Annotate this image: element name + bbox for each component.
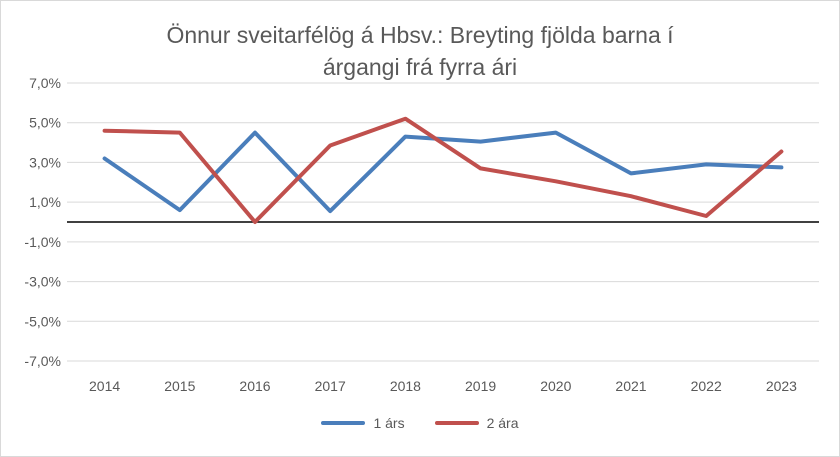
x-tick-label: 2019	[465, 378, 496, 394]
legend-label: 2 ára	[486, 415, 519, 431]
chart-title-line-1: Önnur sveitarfélög á Hbsv.: Breyting fjö…	[166, 22, 674, 48]
series-lines	[102, 116, 784, 224]
x-tick-label: 2015	[164, 378, 195, 394]
x-tick-label: 2022	[691, 378, 722, 394]
gridlines	[67, 82, 819, 362]
legend-label: 1 árs	[373, 415, 405, 431]
x-tick-label: 2018	[390, 378, 421, 394]
y-tick-label: -3,0%	[24, 274, 61, 290]
series-line-1	[102, 130, 784, 214]
x-tick-label: 2017	[315, 378, 346, 394]
series-line-2	[102, 116, 784, 224]
chart-title: Önnur sveitarfélög á Hbsv.: Breyting fjö…	[1, 19, 839, 83]
x-tick-label: 2023	[766, 378, 797, 394]
y-tick-label: 7,0%	[29, 75, 61, 91]
legend: 1 árs 2 ára	[1, 415, 839, 431]
y-tick-label: 5,0%	[29, 115, 61, 131]
y-tick-label: -1,0%	[24, 234, 61, 250]
legend-item-2: 2 ára	[434, 415, 519, 431]
legend-item-1: 1 árs	[321, 415, 405, 431]
x-axis-tick-labels: 2014 2015 2016 2017 2018 2019 2020 2021 2022 2023	[89, 378, 797, 394]
x-tick-label: 2020	[540, 378, 571, 394]
legend-swatch	[434, 421, 479, 425]
x-tick-label: 2014	[89, 378, 120, 394]
x-tick-label: 2021	[615, 378, 646, 394]
y-tick-label: 3,0%	[29, 154, 61, 170]
y-tick-label: -5,0%	[24, 313, 61, 329]
y-axis-tick-labels: 7,0% 5,0% 3,0% 1,0% -1,0% -3,0% -5,0% -7,0%	[24, 75, 61, 369]
chart-title-line-2: árgangi frá fyrra ári	[322, 54, 518, 80]
y-tick-label: 1,0%	[29, 194, 61, 210]
x-tick-label: 2016	[239, 378, 270, 394]
y-tick-label: -7,0%	[24, 353, 61, 369]
legend-swatch	[321, 421, 366, 425]
